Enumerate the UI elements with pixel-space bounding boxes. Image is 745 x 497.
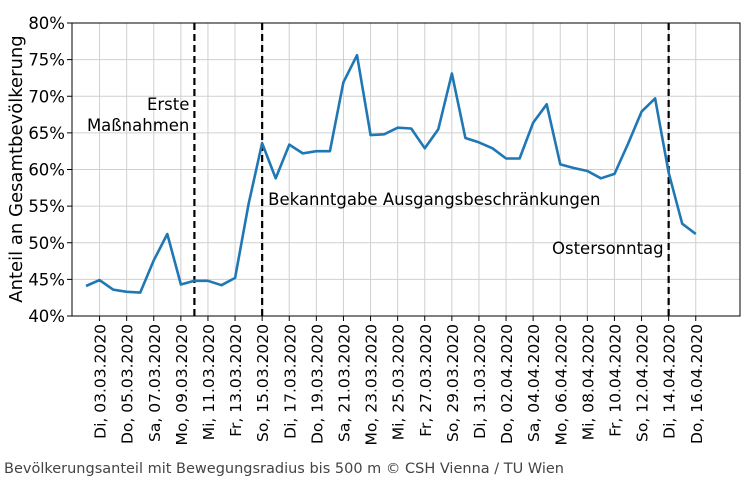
- x-tick-label: Mo, 23.03.2020: [363, 324, 381, 445]
- x-tick-label: Sa, 21.03.2020: [335, 324, 353, 442]
- x-tick-label: So, 15.03.2020: [254, 324, 272, 442]
- line-chart: 40% 45% 50% 55% 60% 65% 70% 75% 80% Di, 03.03.20…: [6, 14, 741, 445]
- data-point: [369, 134, 372, 137]
- data-point: [85, 285, 88, 288]
- y-tick-label: 60%: [28, 161, 65, 180]
- data-point: [193, 280, 196, 283]
- y-tick-label: 75%: [28, 51, 65, 70]
- x-tick-label: Di, 17.03.2020: [281, 324, 299, 439]
- data-point: [166, 233, 169, 236]
- y-tick-label: 65%: [28, 124, 65, 143]
- data-point: [329, 150, 332, 153]
- x-tick-label: Do, 19.03.2020: [308, 324, 326, 444]
- data-point: [654, 97, 657, 100]
- data-point: [302, 152, 305, 155]
- x-tick-label: Do, 05.03.2020: [119, 324, 137, 444]
- data-point: [423, 147, 426, 150]
- annotations: Erste Maßnahmen Bekanntgabe Ausgangsbeschr…: [87, 95, 664, 258]
- data-point: [152, 259, 155, 262]
- annotation-label: Maßnahmen: [87, 116, 189, 135]
- data-point: [247, 203, 250, 206]
- y-axis-label: Anteil an Gesamtbevölkerung: [6, 35, 27, 302]
- data-point: [288, 143, 291, 146]
- data-point: [573, 167, 576, 170]
- data-point: [410, 127, 413, 130]
- data-point: [139, 291, 142, 294]
- data-point: [125, 291, 128, 294]
- data-point: [586, 170, 589, 173]
- x-tick-label: So, 12.04.2020: [634, 324, 652, 442]
- data-point: [464, 137, 467, 140]
- y-tick-label: 70%: [28, 87, 65, 106]
- y-axis-ticks: 40% 45% 50% 55% 60% 65% 70% 75% 80%: [28, 14, 72, 326]
- x-axis-ticks: Di, 03.03.2020 Do, 05.03.2020 Sa, 07.03.20…: [92, 316, 706, 445]
- y-tick-label: 40%: [28, 307, 65, 326]
- data-point: [437, 128, 440, 131]
- x-tick-label: Mo, 09.03.2020: [173, 324, 191, 445]
- data-point: [451, 72, 454, 75]
- data-point: [478, 141, 481, 144]
- x-tick-label: Di, 14.04.2020: [661, 324, 679, 439]
- x-tick-label: Di, 03.03.2020: [92, 324, 110, 439]
- series-line: [85, 53, 697, 294]
- x-tick-label: Di, 31.03.2020: [471, 324, 489, 439]
- data-point: [98, 279, 101, 282]
- data-point: [220, 284, 223, 287]
- x-tick-label: Mi, 25.03.2020: [390, 324, 408, 440]
- data-point: [261, 142, 264, 145]
- data-point: [112, 288, 115, 291]
- y-tick-label: 50%: [28, 234, 65, 253]
- x-tick-label: Fr, 13.03.2020: [227, 324, 245, 437]
- y-tick-label: 45%: [28, 270, 65, 289]
- x-tick-label: Sa, 07.03.2020: [146, 324, 164, 442]
- data-point: [600, 177, 603, 180]
- x-tick-label: Do, 02.04.2020: [498, 324, 516, 444]
- data-point: [396, 126, 399, 129]
- annotation-label: Erste: [147, 95, 189, 114]
- x-tick-label: Fr, 10.04.2020: [606, 324, 624, 437]
- data-point: [545, 103, 548, 106]
- data-point: [694, 233, 697, 236]
- x-tick-label: Mo, 06.04.2020: [552, 324, 570, 445]
- data-point: [681, 222, 684, 225]
- source-caption: Bevölkerungsanteil mit Bewegungsradius b…: [4, 461, 564, 477]
- data-point: [491, 147, 494, 150]
- data-point: [640, 110, 643, 113]
- annotation-label: Bekanntgabe Ausgangsbeschränkungen: [268, 190, 600, 209]
- annotation-label: Ostersonntag: [552, 239, 664, 258]
- data-point: [613, 173, 616, 176]
- data-point: [559, 163, 562, 166]
- data-point: [207, 280, 210, 283]
- data-point: [356, 54, 359, 57]
- data-point: [532, 121, 535, 124]
- data-point: [274, 177, 277, 180]
- data-point: [315, 150, 318, 153]
- data-point: [518, 157, 521, 160]
- x-tick-label: Mi, 08.04.2020: [579, 324, 597, 440]
- data-point: [383, 133, 386, 136]
- data-point: [342, 81, 345, 84]
- x-tick-label: Do, 16.04.2020: [688, 324, 706, 444]
- data-point: [234, 277, 237, 280]
- y-tick-label: 80%: [28, 14, 65, 33]
- y-tick-label: 55%: [28, 197, 65, 216]
- x-tick-label: Sa, 04.04.2020: [525, 324, 543, 442]
- x-tick-label: So, 29.03.2020: [444, 324, 462, 442]
- x-tick-label: Fr, 27.03.2020: [417, 324, 435, 437]
- x-tick-label: Mi, 11.03.2020: [200, 324, 218, 440]
- data-point: [667, 171, 670, 174]
- grid-lines: [72, 22, 740, 317]
- data-point: [180, 283, 183, 286]
- data-point: [505, 157, 508, 160]
- data-point: [627, 143, 630, 146]
